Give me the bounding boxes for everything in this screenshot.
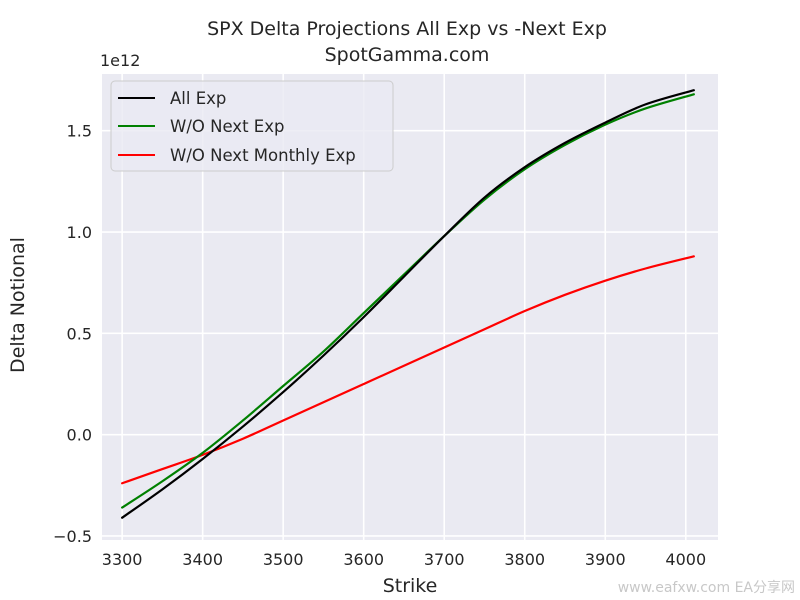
x-tick-label: 3400 xyxy=(182,550,223,569)
chart-subtitle: SpotGamma.com xyxy=(325,44,490,66)
legend-box xyxy=(110,80,394,172)
x-axis-label: Strike xyxy=(383,575,438,597)
x-tick-label: 3500 xyxy=(263,550,304,569)
legend-label-all-exp: All Exp xyxy=(170,89,226,108)
x-tick-label: 3600 xyxy=(343,550,384,569)
legend-label-wo-next-monthly-exp: W/O Next Monthly Exp xyxy=(170,146,356,165)
series-lines xyxy=(121,89,695,519)
y-axis-label: Delta Notional xyxy=(7,237,29,373)
y-tick-label: −0.5 xyxy=(53,527,92,546)
y-tick-label: 0.5 xyxy=(67,324,92,343)
x-tick-label: 3300 xyxy=(102,550,143,569)
series-line-wo-next-exp xyxy=(121,93,695,509)
x-axis-ticks: 3300 3400 3500 3600 3700 3800 3900 4000 xyxy=(102,550,706,569)
series-line-all-exp xyxy=(121,89,695,519)
x-tick-label: 3700 xyxy=(424,550,465,569)
y-scale-offset: 1e12 xyxy=(100,51,140,70)
watermark-text: www.eafxw.com EA分享网 xyxy=(618,579,795,596)
legend-label-wo-next-exp: W/O Next Exp xyxy=(170,117,284,136)
y-axis-ticks: −0.5 0.0 0.5 1.0 1.5 xyxy=(53,122,92,546)
y-tick-label: 1.5 xyxy=(67,122,92,141)
y-tick-label: 1.0 xyxy=(67,223,92,242)
x-tick-label: 3800 xyxy=(504,550,545,569)
x-tick-label: 4000 xyxy=(665,550,706,569)
chart-title: SPX Delta Projections All Exp vs -Next E… xyxy=(207,18,607,40)
y-tick-label: 0.0 xyxy=(67,426,92,445)
legend: All Exp W/O Next Exp W/O Next Monthly Ex… xyxy=(110,80,394,172)
x-tick-label: 3900 xyxy=(585,550,626,569)
